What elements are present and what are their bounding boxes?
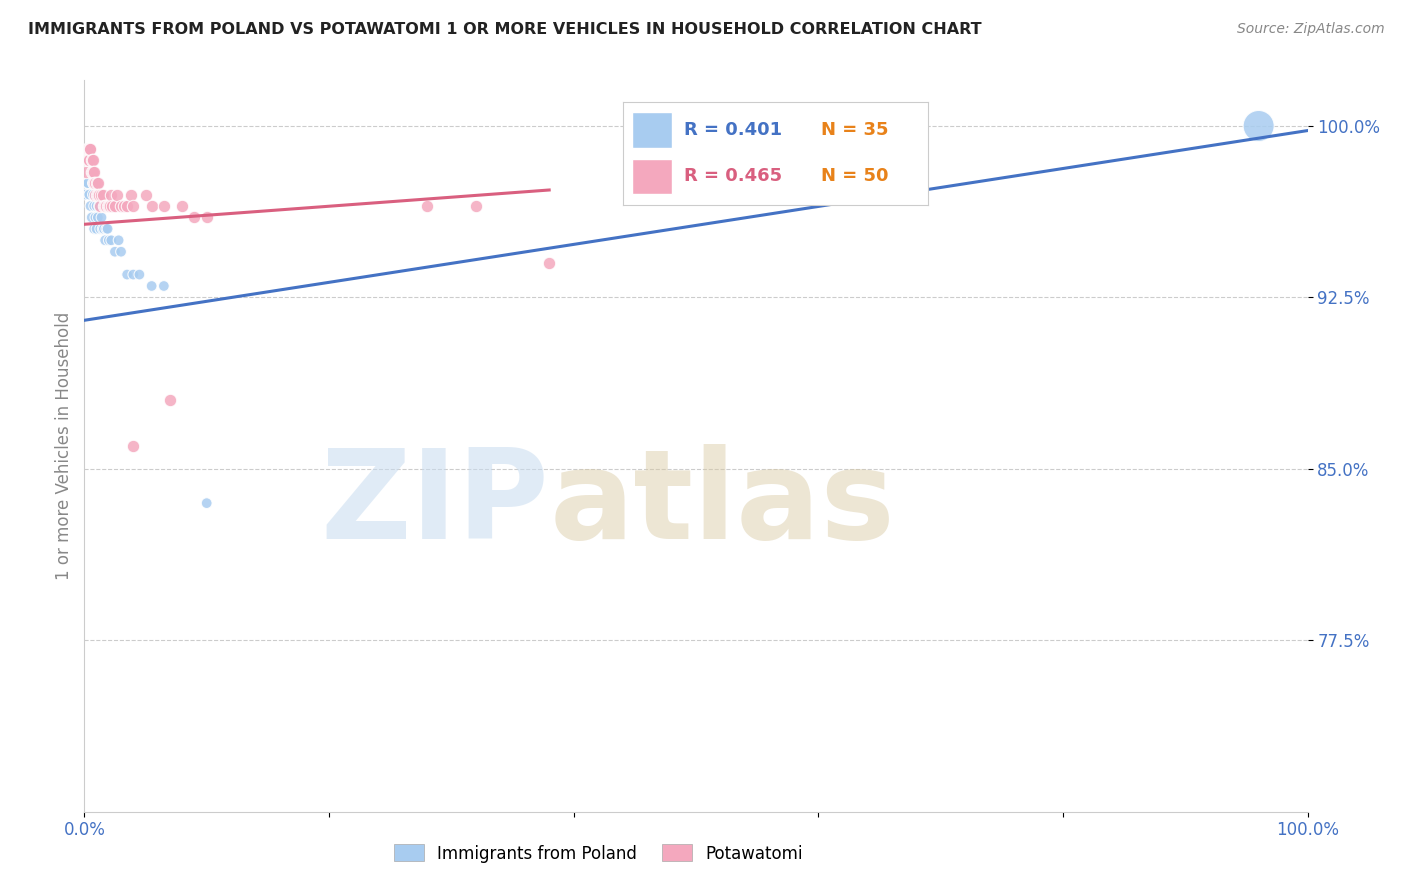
Point — [82, 153, 104, 168]
Point — [82, 176, 104, 190]
Point — [115, 268, 138, 282]
Point — [93, 222, 115, 236]
Point — [96, 199, 118, 213]
Point — [416, 199, 439, 213]
Point — [97, 233, 120, 247]
Point — [86, 199, 108, 213]
Point — [135, 187, 157, 202]
Point — [100, 233, 122, 247]
Point — [87, 211, 110, 225]
Point — [141, 279, 163, 293]
Point — [82, 187, 104, 202]
Point — [141, 199, 163, 213]
Point — [94, 233, 117, 247]
Point — [94, 199, 117, 213]
Point — [93, 199, 115, 213]
Point — [1247, 119, 1270, 133]
Text: IMMIGRANTS FROM POLAND VS POTAWATOMI 1 OR MORE VEHICLES IN HOUSEHOLD CORRELATION: IMMIGRANTS FROM POLAND VS POTAWATOMI 1 O… — [28, 22, 981, 37]
Point — [104, 199, 127, 213]
Point — [97, 222, 120, 236]
Text: ZIP: ZIP — [321, 444, 550, 565]
Point — [87, 187, 110, 202]
Legend: Immigrants from Poland, Potawatomi: Immigrants from Poland, Potawatomi — [387, 838, 810, 869]
Point — [110, 244, 132, 259]
Point — [79, 199, 101, 213]
Point — [91, 187, 114, 202]
Point — [79, 142, 101, 156]
Point — [83, 222, 105, 236]
Point — [87, 187, 110, 202]
Point — [75, 164, 97, 178]
Point — [84, 187, 107, 202]
Point — [76, 142, 98, 156]
Point — [159, 393, 181, 408]
Point — [195, 496, 218, 510]
Point — [183, 211, 205, 225]
Point — [97, 199, 120, 213]
Point — [120, 187, 142, 202]
Point — [90, 187, 112, 202]
Point — [101, 199, 124, 213]
Point — [77, 187, 100, 202]
Point — [112, 199, 135, 213]
Point — [82, 164, 104, 178]
Point — [122, 199, 145, 213]
Point — [105, 187, 128, 202]
Point — [90, 211, 112, 225]
Point — [84, 211, 107, 225]
Point — [77, 153, 100, 168]
Point — [87, 199, 110, 213]
Point — [83, 199, 105, 213]
Point — [195, 211, 218, 225]
Point — [96, 222, 118, 236]
Point — [172, 199, 194, 213]
Point — [104, 244, 127, 259]
Point — [80, 164, 103, 178]
Point — [83, 176, 105, 190]
Point — [79, 142, 101, 156]
Point — [86, 222, 108, 236]
Point — [80, 211, 103, 225]
Point — [122, 268, 145, 282]
Point — [97, 199, 120, 213]
Point — [83, 164, 105, 178]
Point — [86, 176, 108, 190]
Point — [100, 187, 122, 202]
Point — [98, 199, 121, 213]
Point — [115, 199, 138, 213]
Point — [107, 233, 129, 247]
Point — [153, 279, 176, 293]
Point — [77, 142, 100, 156]
Point — [128, 268, 150, 282]
Point — [89, 199, 111, 213]
Text: atlas: atlas — [550, 444, 896, 565]
Point — [76, 176, 98, 190]
Point — [91, 222, 114, 236]
Point — [84, 176, 107, 190]
Point — [122, 439, 145, 453]
Point — [87, 176, 110, 190]
Y-axis label: 1 or more Vehicles in Household: 1 or more Vehicles in Household — [55, 312, 73, 580]
Point — [110, 199, 132, 213]
Point — [464, 199, 486, 213]
Point — [77, 176, 100, 190]
Point — [153, 199, 176, 213]
Point — [80, 153, 103, 168]
Point — [77, 142, 100, 156]
Point — [77, 153, 100, 168]
Point — [75, 187, 97, 202]
Point — [89, 222, 111, 236]
Point — [77, 142, 100, 156]
Point — [86, 187, 108, 202]
Text: Source: ZipAtlas.com: Source: ZipAtlas.com — [1237, 22, 1385, 37]
Point — [538, 256, 561, 270]
